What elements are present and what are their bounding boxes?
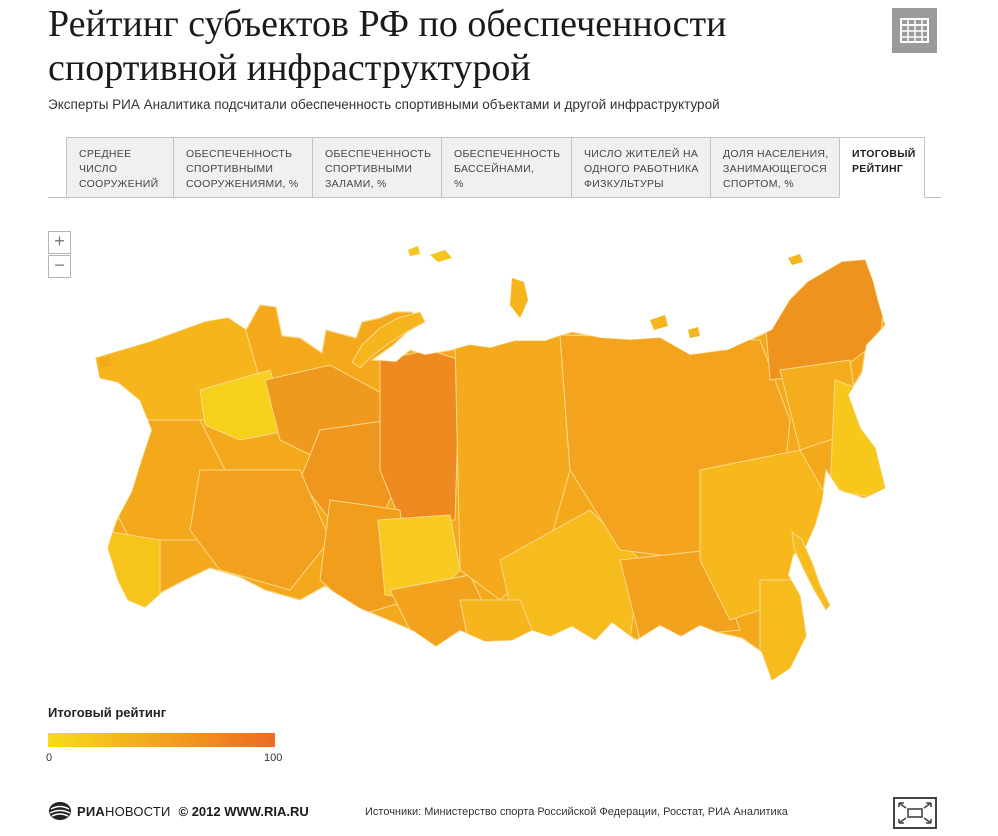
logo-light: НОВОСТИ xyxy=(105,803,171,819)
tab-residents-per-worker[interactable]: Число жителей на одного работника физкул… xyxy=(571,137,710,198)
page-title: Рейтинг субъектов РФ по обеспеченности с… xyxy=(48,3,727,89)
indicator-tabs: Среднее число сооружений Обеспеченность … xyxy=(66,137,925,198)
region-kamchatka xyxy=(829,379,885,501)
legend-title: Итоговый рейтинг xyxy=(48,705,167,720)
region-primorye xyxy=(759,579,811,680)
sources-note: Источники: Министерство спорта Российско… xyxy=(365,806,788,818)
region-franz-josef xyxy=(408,246,452,262)
legend-max-label: 100 xyxy=(264,752,283,764)
region-chukotka xyxy=(759,260,885,381)
legend-min-label: 0 xyxy=(46,752,53,764)
region-sakhalin xyxy=(791,530,831,611)
copyright-link[interactable]: © 2012 WWW.RIA.RU xyxy=(178,803,309,819)
region-kaliningrad xyxy=(98,356,112,368)
region-new-siberian xyxy=(650,315,700,338)
tab-population-share[interactable]: Доля населения, занимающегося спортом, % xyxy=(710,137,839,198)
region-yamal xyxy=(379,349,461,521)
tab-facilities-provision[interactable]: Обеспеченность спортивными сооружениями,… xyxy=(173,137,312,198)
fullscreen-icon xyxy=(898,802,932,824)
region-severnaya-zemlya xyxy=(510,278,528,318)
logo-text: РИАНОВОСТИ xyxy=(77,804,171,819)
ria-globe-icon xyxy=(49,802,71,820)
region-wrangel xyxy=(788,254,803,265)
subtitle: Эксперты РИА Аналитика подсчитали обеспе… xyxy=(48,97,720,112)
tab-pools-provision[interactable]: Обеспеченность бассейнами, % xyxy=(441,137,571,198)
fullscreen-button[interactable] xyxy=(893,797,937,829)
tab-total-rating[interactable]: Итоговый рейтинг xyxy=(839,137,925,198)
zoom-in-button[interactable]: + xyxy=(48,231,71,254)
logo-bold: РИА xyxy=(77,803,106,819)
table-icon xyxy=(900,18,929,43)
tab-halls-provision[interactable]: Обеспеченность спортивными залами, % xyxy=(312,137,441,198)
table-view-button[interactable] xyxy=(892,8,937,53)
region-volga xyxy=(189,469,331,591)
legend-gradient-bar xyxy=(48,733,275,747)
tab-average-count[interactable]: Среднее число сооружений xyxy=(66,137,173,198)
zoom-out-button[interactable]: − xyxy=(48,255,71,278)
region-novaya-zemlya xyxy=(351,311,426,369)
ria-logo: РИАНОВОСТИ © 2012 WWW.RIA.RU xyxy=(48,800,309,822)
